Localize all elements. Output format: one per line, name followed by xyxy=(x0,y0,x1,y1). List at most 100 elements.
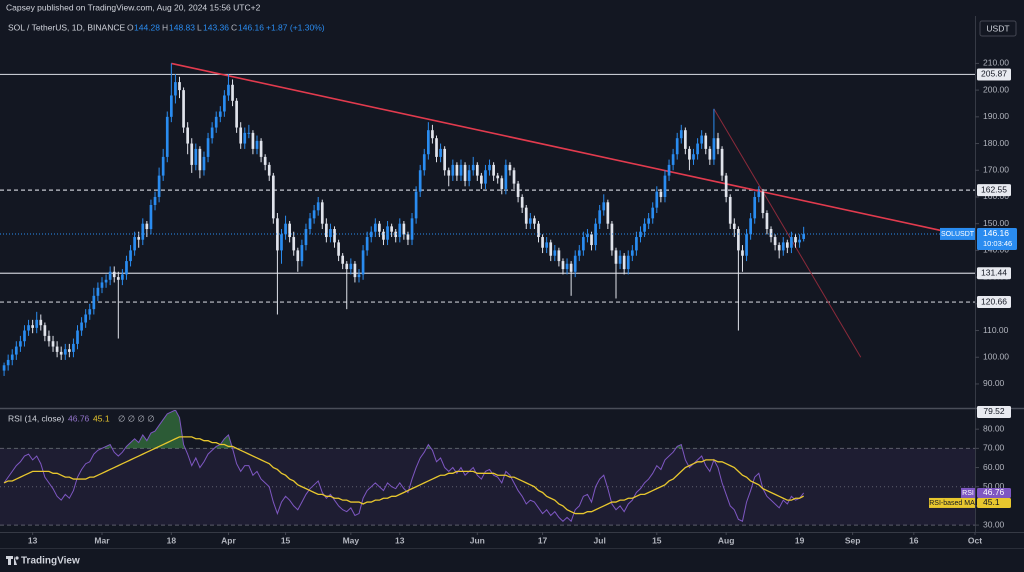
candle-body xyxy=(500,178,504,189)
candle-body xyxy=(55,346,59,352)
currency-box[interactable]: USDT xyxy=(979,20,1017,37)
ohlc-value: 146.16 xyxy=(238,22,264,32)
candle-body xyxy=(765,213,769,230)
candle-body xyxy=(96,287,100,296)
rsi-y-tick-label: 30.00 xyxy=(983,519,1005,529)
candle-body xyxy=(663,175,667,197)
rsi-value-label: 45.1 xyxy=(983,497,1000,507)
y-tick-label: 200.00 xyxy=(983,84,1009,94)
candle-body xyxy=(63,349,67,355)
y-tick-label: 150.00 xyxy=(983,218,1009,228)
logo-mark[interactable] xyxy=(6,556,17,565)
level-label-box xyxy=(977,267,1011,280)
x-tick-label: Aug xyxy=(718,535,735,545)
y-tick-label: 90.00 xyxy=(983,378,1005,388)
candles xyxy=(2,63,806,376)
change: +1.87 (+1.30%) xyxy=(266,22,325,32)
footer-logo[interactable]: TradingView xyxy=(6,556,80,567)
trendline xyxy=(171,62,947,233)
rsi-y-tick-label: 50.00 xyxy=(983,481,1005,491)
candle-body xyxy=(410,218,414,240)
candle-body xyxy=(300,245,304,262)
candle-body xyxy=(80,322,83,331)
candle-body xyxy=(488,164,491,171)
candle-body xyxy=(447,170,451,176)
last-price-name-box xyxy=(940,227,975,240)
candle-body xyxy=(439,148,442,157)
candle-body xyxy=(243,132,247,144)
candle-body xyxy=(271,175,275,219)
candle-body xyxy=(484,170,487,184)
level-label-box xyxy=(977,68,1011,81)
candle-body xyxy=(255,140,259,149)
candle-body xyxy=(353,263,357,278)
candle-body xyxy=(512,170,516,184)
level-label-box xyxy=(977,296,1011,309)
candle-body xyxy=(569,263,573,272)
candle-body xyxy=(463,164,467,181)
last-price-label: 146.16 xyxy=(983,228,1009,238)
candle-body xyxy=(418,170,422,192)
logo-dot[interactable] xyxy=(15,556,19,560)
candle-body xyxy=(427,130,430,155)
currency-label[interactable]: USDT xyxy=(986,23,1009,33)
candle-body xyxy=(194,148,198,165)
candle-body xyxy=(480,175,483,184)
candle-body xyxy=(39,319,43,326)
candle-body xyxy=(169,95,173,117)
countdown: 10:03:46 xyxy=(983,239,1012,248)
candle-body xyxy=(121,274,124,280)
candle-body xyxy=(51,341,55,347)
candle-body xyxy=(647,218,650,224)
level-label: 120.66 xyxy=(981,296,1007,306)
candle-body xyxy=(161,156,165,176)
candle-body xyxy=(516,183,520,197)
rsi-value-label: 46.76 xyxy=(983,487,1005,497)
candle-body xyxy=(671,154,675,165)
rsi-value-box xyxy=(977,487,1011,498)
logo-text[interactable]: TradingView xyxy=(21,556,80,567)
rsi-y-tick-label: 70.00 xyxy=(983,443,1005,453)
candle-body xyxy=(402,223,406,235)
candle-body xyxy=(459,164,463,176)
candle-body xyxy=(471,164,475,171)
candle-body xyxy=(239,127,243,144)
candle-body xyxy=(214,116,218,128)
candle-body xyxy=(19,341,22,347)
candle-body xyxy=(190,143,194,165)
candle-body xyxy=(182,90,185,128)
level-label: 205.87 xyxy=(981,69,1007,79)
rsi-pane xyxy=(0,410,975,526)
candle-body xyxy=(174,82,177,96)
candle-body xyxy=(10,354,14,360)
candle-body xyxy=(320,202,324,224)
candle-body xyxy=(129,250,132,262)
candle-body xyxy=(31,325,34,328)
candle-body xyxy=(606,202,610,224)
candle-body xyxy=(732,223,736,230)
candle-body xyxy=(398,223,402,238)
candle-body xyxy=(125,261,128,275)
candle-body xyxy=(533,218,536,224)
x-tick-label: 16 xyxy=(909,535,919,545)
candle-body xyxy=(626,255,630,270)
x-tick-label: May xyxy=(343,535,360,545)
candle-body xyxy=(267,164,271,176)
candle-body xyxy=(745,234,748,256)
candle-body xyxy=(557,250,561,262)
candle-body xyxy=(528,218,532,224)
x-tick-label: 13 xyxy=(395,535,405,545)
candle-body xyxy=(365,237,369,251)
candle-body xyxy=(296,250,300,262)
candle-body xyxy=(14,346,18,355)
candle-body xyxy=(610,223,614,251)
level-label-box xyxy=(977,405,1011,418)
currency-box-frame[interactable] xyxy=(979,20,1017,37)
x-tick-label: Jul xyxy=(594,535,606,545)
candle-body xyxy=(284,223,287,235)
rsi-line xyxy=(3,410,805,523)
candle-body xyxy=(72,343,75,352)
rsi-ma-line xyxy=(3,436,804,515)
y-tick-label: 180.00 xyxy=(983,138,1009,148)
